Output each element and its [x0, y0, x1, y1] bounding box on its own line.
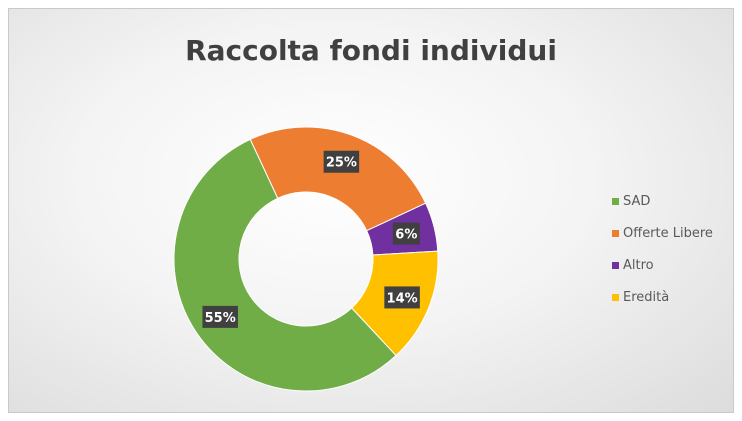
legend-item-altro: Altro [612, 256, 713, 274]
slice-offerte-libere [249, 126, 427, 232]
legend-item-sad: SAD [612, 192, 713, 210]
legend-label: Offerte Libere [623, 225, 713, 241]
legend-swatch [612, 197, 619, 205]
chart-legend: SAD Offerte Libere Altro Eredità [612, 192, 713, 320]
legend-label: Eredità [623, 289, 670, 305]
data-label-box [323, 150, 360, 173]
data-label-box [384, 286, 420, 309]
data-label-box [202, 305, 238, 328]
legend-swatch [612, 229, 619, 237]
legend-label: SAD [623, 193, 651, 209]
data-label: 55% [205, 311, 236, 326]
legend-item-offerte-libere: Offerte Libere [612, 224, 713, 242]
chart-title: Raccolta fondi individui [185, 34, 557, 67]
slice-sad [173, 138, 397, 392]
data-label: 25% [326, 156, 357, 171]
legend-swatch [612, 293, 619, 301]
legend-item-eredita: Eredità [612, 288, 713, 306]
data-label-box [392, 222, 420, 245]
data-label: 6% [395, 228, 417, 243]
legend-label: Altro [623, 257, 654, 273]
legend-swatch [612, 261, 619, 269]
data-label: 14% [387, 291, 418, 306]
